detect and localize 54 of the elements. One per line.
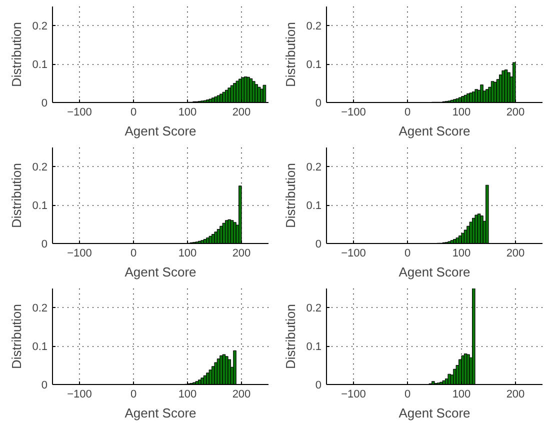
x-axis-title: Agent Score	[124, 124, 196, 138]
x-tick-label: −100	[341, 106, 366, 118]
x-tick-label: 200	[506, 106, 525, 118]
x-tick-label: 100	[178, 248, 197, 260]
x-tick-label: 0	[130, 106, 137, 118]
x-tick-label: 200	[232, 388, 251, 400]
y-tick-label: 0.1	[32, 200, 48, 212]
y-axis-title: Distribution	[9, 304, 24, 370]
y-tick-label: 0.1	[306, 341, 322, 354]
x-tick-label: 200	[232, 106, 251, 118]
x-tick-label: 100	[178, 106, 197, 118]
x-tick-label: 0	[404, 248, 411, 260]
x-axis-title: Agent Score	[124, 406, 196, 420]
y-tick-label: 0	[315, 380, 322, 392]
x-tick-label: 0	[130, 388, 137, 400]
y-tick-label: 0.2	[32, 302, 48, 315]
y-axis-title: Distribution	[9, 22, 24, 88]
x-axis-title: Agent Score	[398, 406, 470, 420]
y-axis-title: Distribution	[283, 304, 298, 370]
y-tick-label: 0.1	[306, 200, 322, 212]
x-tick-label: 100	[452, 106, 471, 118]
x-tick-label: 0	[130, 248, 137, 260]
y-tick-label: 0.2	[32, 162, 48, 174]
y-tick-label: 0.2	[306, 20, 322, 33]
x-tick-label: −100	[341, 388, 366, 400]
y-tick-label: 0.2	[32, 20, 48, 33]
y-axis-title: Distribution	[9, 162, 24, 228]
y-tick-label: 0	[41, 98, 48, 110]
x-tick-label: −100	[67, 388, 92, 400]
x-tick-label: 100	[452, 248, 471, 260]
y-tick-label: 0.2	[306, 162, 322, 174]
y-tick-label: 0.1	[306, 59, 322, 72]
x-tick-label: −100	[67, 106, 92, 118]
x-axis-title: Agent Score	[398, 124, 470, 138]
y-axis-title: Distribution	[283, 162, 298, 228]
x-tick-label: 200	[506, 248, 525, 260]
x-tick-label: 200	[506, 388, 525, 400]
y-tick-label: 0	[41, 238, 48, 250]
y-axis-title: Distribution	[283, 22, 298, 88]
y-tick-label: 0	[315, 98, 322, 110]
x-tick-label: 100	[452, 388, 471, 400]
x-axis-title: Agent Score	[398, 264, 470, 280]
y-tick-label: 0.1	[32, 341, 48, 354]
x-tick-label: 0	[404, 388, 411, 400]
x-axis-title: Agent Score	[124, 264, 196, 280]
y-tick-label: 0.1	[32, 59, 48, 72]
x-tick-label: 100	[178, 388, 197, 400]
x-tick-label: 0	[404, 106, 411, 118]
y-tick-label: 0	[315, 238, 322, 250]
y-tick-label: 0	[41, 380, 48, 392]
x-tick-label: 200	[232, 248, 251, 260]
y-tick-label: 0.2	[306, 302, 322, 315]
x-tick-label: −100	[341, 248, 366, 260]
x-tick-label: −100	[67, 248, 92, 260]
